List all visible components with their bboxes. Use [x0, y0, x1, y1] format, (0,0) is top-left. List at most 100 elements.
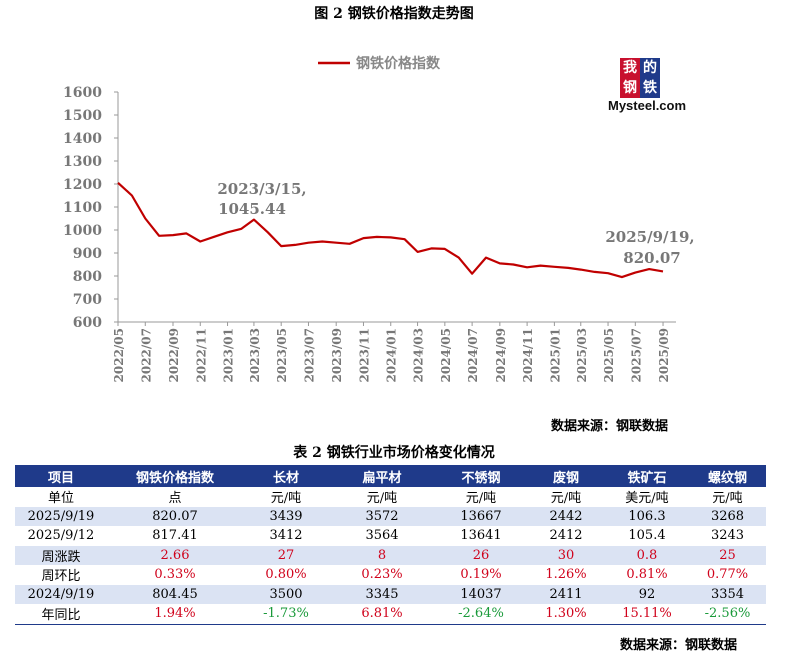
table-row: 单位 点 元/吨 元/吨 元/吨 元/吨 美元/吨 元/吨 [15, 487, 766, 507]
x-tick-label: 2024/09 [494, 328, 508, 382]
x-tick-label: 2022/05 [112, 328, 126, 382]
x-tick-label: 2024/03 [412, 328, 426, 382]
x-tick-label: 2024/05 [439, 328, 453, 382]
table-cell: 0.80% [265, 567, 307, 583]
table-body: 单位点元/吨 元/吨 元/吨 元/吨 美元/吨 元/吨 2025/9/19 820.07 343… [15, 487, 766, 625]
row-label: 年同比 [15, 604, 107, 625]
table-cell: 元/吨 [712, 491, 743, 507]
table-source: 数据来源：钢联数据 [620, 638, 738, 653]
price-change-table: 项目 钢铁价格指数 长材 扁平材 不锈钢 废钢 铁矿石 螺纹钢 单位 点 元/吨 元/吨 元/吨 元/吨… [15, 465, 766, 625]
table-header-cell: 不锈钢 [435, 465, 527, 487]
x-tick-label: 2025/07 [629, 328, 643, 382]
table-cell: 2442 [527, 506, 605, 526]
y-axis-ticks: 600 700 800 900 1000 1100 1200 1300 1400 1500 1600 [63, 85, 118, 331]
x-axis-ticks: 2022/05 2022/07 2022/09 2022/11 2023/01 2023/… [112, 322, 671, 382]
table-cell: -2.64% [435, 604, 527, 625]
table-cell: 27 [243, 545, 329, 565]
table-header-cell: 废钢 [527, 465, 605, 487]
table-cell: 8 [329, 545, 435, 565]
x-tick-label: 2024/01 [385, 328, 399, 382]
table-cell: 3439 [243, 506, 329, 526]
table-cell: 元/吨 [366, 491, 398, 507]
logo-block-red: 我 钢 [620, 58, 640, 98]
table-header-cell: 螺纹钢 [689, 465, 766, 487]
table-cell: 92 [605, 584, 689, 604]
table-cell: 3412 [269, 528, 303, 544]
legend-label: 钢铁价格指数 [356, 55, 441, 72]
table-cell: 元/吨 [465, 491, 497, 507]
y-tick-label: 1100 [63, 200, 102, 216]
table-header-cell: 钢铁价格指数 [107, 465, 243, 487]
x-tick-label: 2023/01 [222, 328, 236, 382]
table-cell: 1.94% [107, 604, 243, 625]
annotation-date: 2023/3/15, [217, 180, 306, 198]
chart-title: 图 2 钢铁价格指数走势图 [314, 6, 474, 22]
chart-legend: 钢铁价格指数 [318, 55, 441, 72]
annotation-date: 2025/9/19, [605, 228, 694, 246]
y-tick-label: 800 [73, 269, 102, 285]
x-tick-label: 2025/01 [548, 328, 562, 382]
table-cell: 13667 [435, 506, 527, 526]
x-tick-label: 2025/05 [602, 328, 616, 382]
table-cell: 0.77% [706, 567, 749, 583]
x-tick-label: 2024/11 [521, 328, 535, 382]
table-cell: 美元/吨 [625, 491, 669, 507]
table-cell: -1.73% [243, 604, 329, 625]
x-tick-label: 2023/05 [275, 328, 289, 382]
row-label: 周环比 [41, 569, 81, 585]
row-label: 周涨跌 [15, 545, 107, 565]
y-tick-label: 1400 [63, 131, 102, 147]
table-header-cell: 扁平材 [329, 465, 435, 487]
line-chart: 600 700 800 900 1000 1100 1200 1300 1400 1500 1600… [63, 55, 695, 382]
x-tick-label: 2023/03 [248, 328, 262, 382]
x-tick-label: 2022/07 [139, 328, 153, 382]
x-tick-label: 2024/07 [466, 328, 480, 382]
table-header-cell: 铁矿石 [605, 465, 689, 487]
table-cell: 105.4 [628, 528, 666, 544]
table-row: 周环比 0.33% 0.80% 0.23% 0.19% 1.26% 0.81% 0.77% [15, 565, 766, 585]
table-cell: 0.19% [460, 567, 502, 583]
table-row: 周涨跌 2.66 27 8 26 30 0.8 25 [15, 545, 766, 565]
table-row: 2025/9/12 817.41 3412 3564 13641 2412 105.4 324… [15, 526, 766, 546]
chart-axes [117, 92, 676, 323]
table-cell: 元/吨 [550, 491, 582, 507]
table-cell: 3268 [689, 506, 766, 526]
table-cell: 0.33% [154, 567, 196, 583]
table-cell: 25 [689, 545, 766, 565]
logo-brand-text: Mysteel.com [608, 98, 687, 113]
table-cell: 3243 [710, 528, 745, 544]
table-cell: 820.07 [107, 506, 243, 526]
table-cell: 2411 [527, 584, 605, 604]
table-cell: 3354 [689, 584, 766, 604]
row-label: 2025/9/19 [15, 506, 107, 526]
table-cell: 30 [527, 545, 605, 565]
table-cell: 14037 [435, 584, 527, 604]
y-tick-label: 1300 [63, 154, 102, 170]
table-cell: 26 [435, 545, 527, 565]
table-cell: 6.81% [329, 604, 435, 625]
table-cell: 1.30% [527, 604, 605, 625]
table-title: 表 2 钢铁行业市场价格变化情况 [293, 445, 495, 461]
table-cell: 1.26% [545, 567, 587, 583]
table-cell: 2412 [549, 528, 583, 544]
table-cell: 15.11% [605, 604, 689, 625]
y-tick-label: 1600 [63, 85, 102, 101]
table-header-row: 项目 钢铁价格指数 长材 扁平材 不锈钢 废钢 铁矿石 螺纹钢 [15, 465, 766, 487]
annotation-value: 1045.44 [218, 200, 286, 218]
table-cell: 3572 [329, 506, 435, 526]
chart-annotations: 2023/3/15, 1045.44 2025/9/19, 820.07 [217, 180, 694, 267]
logo-block-blue: 的 铁 [640, 58, 660, 98]
annotation-value: 820.07 [623, 249, 680, 267]
table-cell: 0.81% [626, 567, 668, 583]
table-cell: -2.56% [689, 604, 766, 625]
row-label: 单位 [47, 491, 74, 507]
y-tick-label: 900 [73, 246, 102, 262]
table-cell: 3500 [243, 584, 329, 604]
y-tick-label: 1000 [63, 223, 102, 239]
table-cell: 元/吨 [270, 491, 302, 507]
table-cell: 3564 [365, 528, 399, 544]
table-cell: 3345 [329, 584, 435, 604]
x-tick-label: 2023/09 [330, 328, 344, 382]
table-cell: 2.66 [107, 545, 243, 565]
y-tick-label: 600 [73, 315, 102, 331]
